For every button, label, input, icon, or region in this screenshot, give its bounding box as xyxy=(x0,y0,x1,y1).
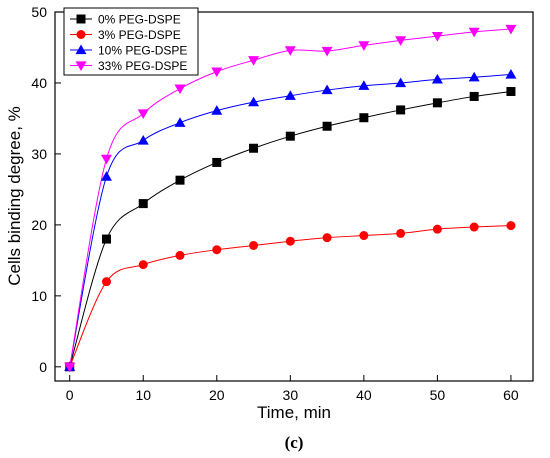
data-point xyxy=(211,67,223,78)
panel-label: (c) xyxy=(285,433,304,452)
series-markers xyxy=(64,24,517,373)
data-point xyxy=(396,228,406,238)
legend-label: 3% PEG-DSPE xyxy=(98,28,181,42)
data-point xyxy=(358,80,370,90)
data-point xyxy=(322,233,332,243)
x-tick-label: 40 xyxy=(356,387,372,403)
x-tick-label: 10 xyxy=(135,387,151,403)
data-point xyxy=(248,56,260,66)
x-axis-label: Time, min xyxy=(257,403,331,422)
plot-frame xyxy=(54,11,534,382)
data-point xyxy=(432,224,442,234)
data-point xyxy=(468,27,480,38)
data-point xyxy=(175,175,185,185)
y-tick-label: 10 xyxy=(31,288,47,304)
series-lines xyxy=(69,28,512,368)
data-point xyxy=(432,98,442,108)
data-point xyxy=(138,260,148,270)
data-point xyxy=(248,96,260,107)
legend-marker xyxy=(75,44,87,55)
x-tick-label: 50 xyxy=(430,387,446,403)
data-point xyxy=(64,362,76,373)
legend-label: 10% PEG-DSPE xyxy=(98,44,187,58)
data-point xyxy=(100,154,112,165)
data-point xyxy=(212,157,222,167)
data-point xyxy=(505,68,517,79)
data-point xyxy=(358,41,370,51)
data-point xyxy=(431,32,443,42)
data-point xyxy=(506,221,516,231)
data-point xyxy=(211,105,223,115)
data-point xyxy=(469,222,479,232)
data-point xyxy=(249,143,259,153)
data-point xyxy=(359,113,369,123)
legend-label: 33% PEG-DSPE xyxy=(98,59,187,73)
y-tick-label: 40 xyxy=(31,75,47,91)
data-point xyxy=(137,109,149,119)
data-point xyxy=(359,231,369,241)
data-point xyxy=(174,84,186,95)
data-point xyxy=(101,234,111,244)
data-point xyxy=(395,77,407,88)
data-point xyxy=(321,46,333,57)
legend-marker xyxy=(76,14,86,24)
data-point xyxy=(431,73,443,84)
data-point xyxy=(101,277,111,287)
series-line xyxy=(69,225,511,368)
data-point xyxy=(469,91,479,101)
data-point xyxy=(395,36,407,46)
data-point xyxy=(174,117,186,127)
data-point xyxy=(506,86,516,96)
legend-label: 0% PEG-DSPE xyxy=(98,13,181,27)
x-tick-label: 0 xyxy=(66,387,74,403)
data-point xyxy=(284,90,296,100)
data-point xyxy=(284,46,296,56)
y-tick-label: 20 xyxy=(31,217,47,233)
data-point xyxy=(322,121,332,131)
y-tick-label: 50 xyxy=(31,4,47,20)
data-point xyxy=(249,240,259,250)
y-axis-label: Cells binding degree, % xyxy=(5,106,24,286)
legend-marker xyxy=(75,61,87,71)
legend-marker xyxy=(76,30,86,39)
y-tick-label: 30 xyxy=(31,146,47,162)
x-tick-label: 30 xyxy=(283,387,299,403)
data-point xyxy=(321,84,333,95)
data-point xyxy=(505,24,517,35)
data-point xyxy=(396,105,406,115)
data-point xyxy=(100,171,112,181)
axes: 0 10 20 30 40 50 60 0 10 20 30 40 50 xyxy=(31,4,519,403)
data-point xyxy=(175,250,185,260)
data-point xyxy=(468,71,480,82)
data-point xyxy=(137,134,149,145)
data-point xyxy=(285,236,295,246)
series-line xyxy=(69,28,511,367)
data-point xyxy=(138,199,148,209)
data-point xyxy=(285,131,295,141)
x-tick-label: 60 xyxy=(503,387,519,403)
data-point xyxy=(212,245,222,255)
x-tick-label: 20 xyxy=(209,387,225,403)
y-tick-label: 0 xyxy=(39,359,47,375)
